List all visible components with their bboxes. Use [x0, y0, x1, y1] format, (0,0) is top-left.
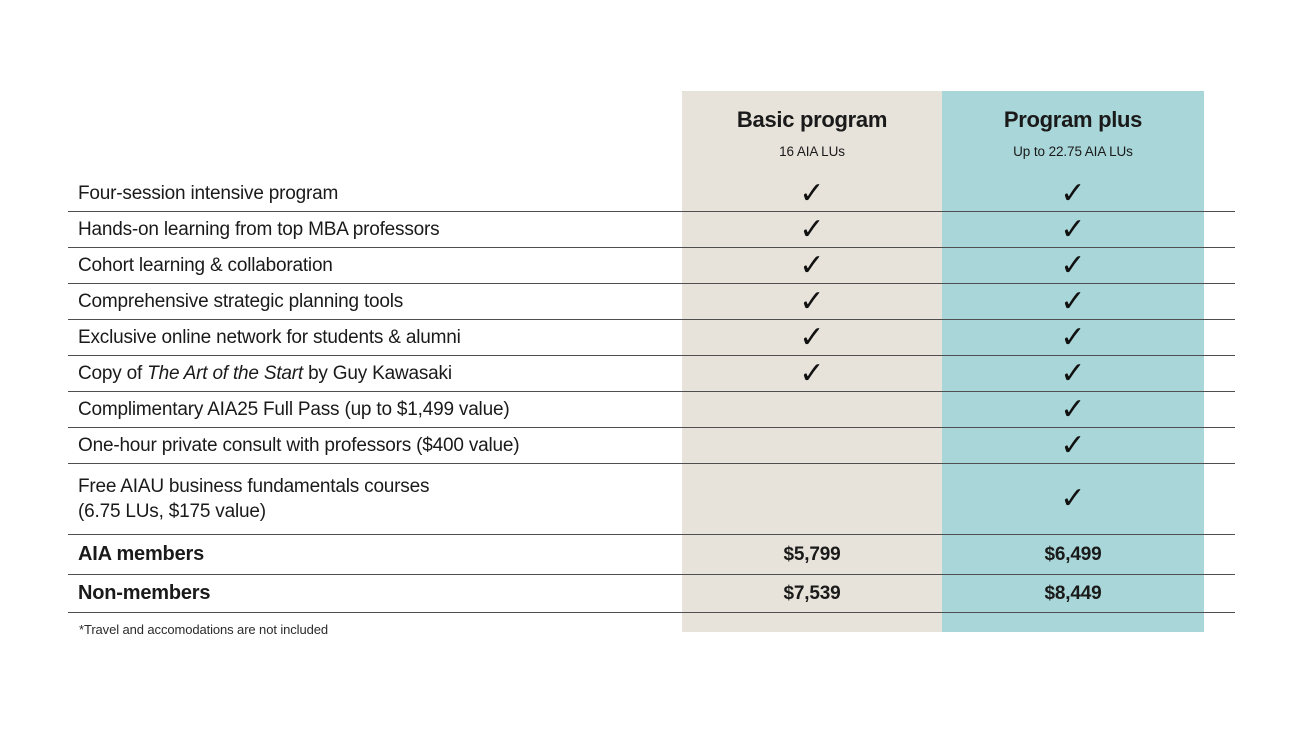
- feature-label: One-hour private consult with professors…: [78, 434, 520, 456]
- plus-check-cell: ✓: [942, 176, 1204, 210]
- feature-label: Comprehensive strategic planning tools: [78, 290, 404, 312]
- feature-label-prefix: Copy of: [78, 362, 148, 384]
- feature-label: Complimentary AIA25 Full Pass (up to $1,…: [78, 398, 510, 420]
- feature-row: Complimentary AIA25 Full Pass (up to $1,…: [68, 392, 1235, 428]
- plus-check-cell: ✓: [942, 212, 1204, 246]
- plus-check-cell: ✓: [942, 284, 1204, 318]
- check-icon: ✓: [799, 356, 825, 390]
- basic-check-cell: ✓: [682, 248, 942, 282]
- check-icon: ✓: [799, 320, 825, 354]
- plus-check-cell: ✓: [942, 356, 1204, 390]
- feature-label: Four-session intensive program: [78, 182, 339, 204]
- basic-check-cell: ✓: [682, 212, 942, 246]
- feature-row: Copy of The Art of the Start by Guy Kawa…: [68, 356, 1235, 392]
- feature-label: Copy of The Art of the Start by Guy Kawa…: [68, 361, 682, 386]
- check-icon: ✓: [799, 248, 825, 282]
- feature-row: Hands-on learning from top MBA professor…: [68, 212, 1235, 248]
- plus-check-cell: ✓: [942, 392, 1204, 426]
- feature-label: Hands-on learning from top MBA professor…: [78, 218, 440, 240]
- plus-column-background: [942, 91, 1204, 632]
- check-icon: ✓: [1060, 392, 1086, 426]
- basic-price: $7,539: [783, 582, 841, 604]
- feature-row: Exclusive online network for students & …: [68, 320, 1235, 356]
- check-icon: ✓: [1060, 482, 1086, 515]
- check-icon: ✓: [1060, 284, 1086, 318]
- check-icon: ✓: [799, 176, 825, 210]
- plus-check-cell: ✓: [942, 248, 1204, 282]
- feature-row: One-hour private consult with professors…: [68, 428, 1235, 464]
- plus-column-header: Program plus Up to 22.75 AIA LUs: [942, 107, 1204, 159]
- check-icon: ✓: [799, 212, 825, 246]
- plus-price: $8,449: [1044, 582, 1102, 604]
- feature-label: Exclusive online network for students & …: [78, 326, 461, 348]
- check-icon: ✓: [1060, 428, 1086, 462]
- plus-price: $6,499: [1044, 543, 1102, 565]
- basic-check-cell: ✓: [682, 320, 942, 354]
- check-icon: ✓: [1060, 212, 1086, 246]
- basic-check-cell: ✓: [682, 176, 942, 210]
- plus-column-title: Program plus: [1003, 107, 1143, 132]
- feature-label-suffix: by Guy Kawasaki: [302, 362, 452, 384]
- check-icon: ✓: [1060, 248, 1086, 282]
- plus-column-subtitle: Up to 22.75 AIA LUs: [1013, 144, 1133, 159]
- feature-label: Cohort learning & collaboration: [78, 254, 333, 276]
- pricing-row: AIA members $5,799 $6,499: [68, 535, 1235, 575]
- basic-column-background: [682, 91, 942, 632]
- feature-label: Free AIAU business fundamentals courses …: [78, 475, 430, 522]
- feature-label-book-title: The Art of the Start: [147, 362, 303, 384]
- travel-disclaimer-footnote: *Travel and accomodations are not includ…: [79, 622, 328, 637]
- check-icon: ✓: [1060, 176, 1086, 210]
- feature-row: Comprehensive strategic planning tools ✓…: [68, 284, 1235, 320]
- comparison-rows: Four-session intensive program ✓ ✓ Hands…: [68, 176, 1235, 613]
- plus-check-cell: ✓: [942, 428, 1204, 462]
- basic-column-title: Basic program: [736, 107, 888, 132]
- plus-check-cell: ✓: [942, 320, 1204, 354]
- basic-check-cell: ✓: [682, 284, 942, 318]
- pricing-row: Non-members $7,539 $8,449: [68, 575, 1235, 613]
- pricing-label: Non-members: [78, 582, 211, 605]
- feature-row: Cohort learning & collaboration ✓ ✓: [68, 248, 1235, 284]
- plus-check-cell: ✓: [942, 484, 1204, 514]
- check-icon: ✓: [1060, 356, 1086, 390]
- check-icon: ✓: [799, 284, 825, 318]
- pricing-label: AIA members: [78, 543, 204, 566]
- basic-column-header: Basic program 16 AIA LUs: [682, 107, 942, 159]
- basic-check-cell: ✓: [682, 356, 942, 390]
- basic-price: $5,799: [783, 543, 841, 565]
- feature-row: Four-session intensive program ✓ ✓: [68, 176, 1235, 212]
- basic-column-subtitle: 16 AIA LUs: [779, 144, 845, 159]
- check-icon: ✓: [1060, 320, 1086, 354]
- feature-row: Free AIAU business fundamentals courses …: [68, 464, 1235, 535]
